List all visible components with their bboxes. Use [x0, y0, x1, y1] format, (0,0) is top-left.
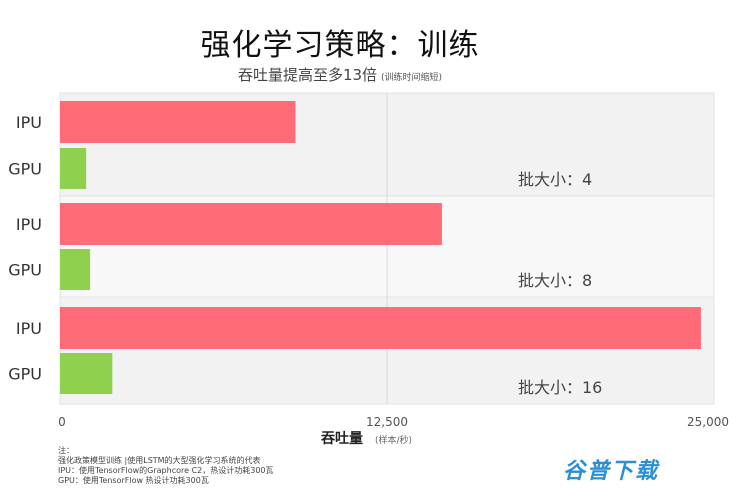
row-label-gpu-group-1: GPU — [8, 160, 42, 179]
notes-line-3: GPU：使用TensorFlow 热设计功耗300瓦 — [58, 476, 209, 485]
row-label-ipu-group-2: IPU — [16, 215, 42, 234]
bar-gpu-group-1 — [60, 148, 87, 189]
subtitle-note: (训练时间缩短) — [381, 73, 443, 83]
row-label-ipu-group-3: IPU — [16, 319, 42, 338]
row-label-gpu-group-3: GPU — [8, 365, 42, 384]
notes-heading: 注： — [58, 446, 74, 455]
x-axis-label: 吞吐量 — [321, 431, 363, 447]
x-tick-label-1: 0 — [58, 415, 66, 429]
subtitle-text: 吞吐量提高至多13倍 — [237, 66, 378, 84]
bar-ipu-group-2 — [60, 203, 442, 245]
batch-size-label-2: 批大小：8 — [518, 271, 592, 290]
x-tick-label-3: 25,000 — [687, 415, 729, 429]
chart-subtitle: 吞吐量提高至多13倍 (训练时间缩短) — [0, 64, 680, 85]
watermark-logo: 谷普下载 — [563, 459, 660, 484]
bar-ipu-group-1 — [60, 101, 296, 143]
notes-line-2: IPU：使用TensorFlow的Graphcore C2，热设计功耗300瓦 — [58, 466, 274, 475]
bar-gpu-group-2 — [60, 249, 91, 290]
batch-size-label-3: 批大小：16 — [518, 378, 602, 397]
chart-notes: 注： 强化政策模型训练 |使用LSTM的大型强化学习系统的代表 IPU：使用Te… — [58, 446, 274, 486]
batch-size-label-1: 批大小：4 — [518, 170, 592, 189]
bar-gpu-group-3 — [60, 353, 113, 394]
bar-ipu-group-3 — [60, 307, 701, 349]
notes-line-1: 强化政策模型训练 |使用LSTM的大型强化学习系统的代表 — [58, 456, 261, 465]
x-axis-unit: (样本/秒) — [375, 434, 412, 446]
x-tick-label-2: 12,500 — [366, 415, 408, 429]
chart-title: 强化学习策略：训练 — [200, 28, 480, 63]
row-label-gpu-group-2: GPU — [8, 261, 42, 280]
row-label-ipu-group-1: IPU — [16, 113, 42, 132]
